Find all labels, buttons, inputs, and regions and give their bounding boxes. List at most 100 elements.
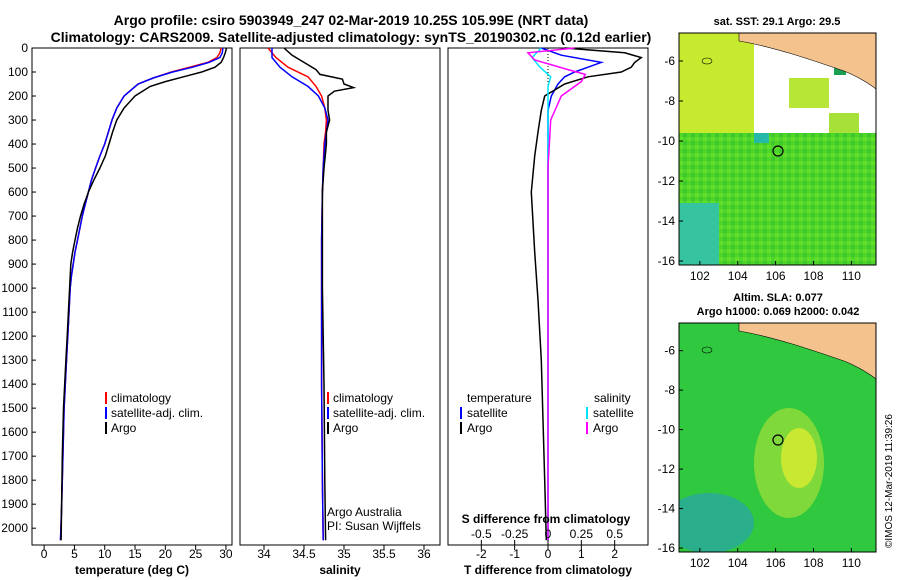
legend-satellite-label: satellite-adj. clim. bbox=[333, 406, 425, 420]
t-difference-xlabel: T difference from climatology bbox=[464, 563, 632, 577]
title-line-2: Climatology: CARS2009. Satellite-adjuste… bbox=[51, 29, 652, 45]
lon-tick-label: 108 bbox=[803, 269, 823, 283]
depth-tick-label: 1200 bbox=[1, 329, 28, 343]
imos-stamp: ©IMOS 12-Mar-2019 11:39:26 bbox=[884, 414, 895, 548]
temperature-panel: 0 5 10 15 20 25 30 0 100 200 300 400 500 600 700 800 90… bbox=[1, 41, 233, 577]
legend-sal-argo-label: Argo bbox=[593, 421, 619, 435]
depth-tick-label: 0 bbox=[21, 41, 28, 55]
x-tick-label: 35 bbox=[337, 547, 351, 561]
x-tick-label: -1 bbox=[509, 547, 520, 561]
series-line-argo bbox=[283, 47, 357, 541]
lon-tick-label: 102 bbox=[690, 269, 710, 283]
temperature-xlabel: temperature (deg C) bbox=[75, 563, 189, 577]
x-tick-label: -0.5 bbox=[471, 527, 492, 541]
legend-sal-argo-mark bbox=[586, 422, 588, 434]
depth-tick-label: 700 bbox=[8, 209, 28, 223]
depth-tick-label: 1800 bbox=[1, 473, 28, 487]
lat-tick-label: -12 bbox=[658, 174, 676, 188]
sla-map-subtitle: Argo h1000: 0.069 h2000: 0.042 bbox=[697, 306, 860, 318]
legend-climatology-label: climatology bbox=[111, 391, 171, 405]
s-difference-xlabel: S difference from climatology bbox=[462, 512, 631, 526]
x-tick-label: 34 bbox=[257, 547, 271, 561]
x-tick-label: 35.5 bbox=[372, 547, 396, 561]
difference-panel: -2 -1 0 1 2 -0.5 -0.25 0 0.25 0.5 T difference f… bbox=[447, 47, 649, 577]
legend-temp-satellite-label: satellite bbox=[467, 406, 508, 420]
sst-contour bbox=[701, 57, 713, 65]
lon-tick-label: 106 bbox=[766, 269, 786, 283]
salinity-axes-frame bbox=[239, 47, 441, 546]
legend-climatology-label: climatology bbox=[333, 391, 393, 405]
lat-tick-label: -10 bbox=[658, 134, 676, 148]
depth-tick-label: 2000 bbox=[1, 521, 28, 535]
legend-salinity-title: salinity bbox=[594, 391, 631, 405]
x-tick-label: 5 bbox=[71, 547, 78, 561]
series-line-temperature-argo bbox=[530, 47, 643, 541]
sla-map-frame bbox=[678, 322, 877, 553]
lat-tick-label: -8 bbox=[664, 94, 675, 108]
lat-tick-label: -8 bbox=[664, 383, 675, 397]
series-line-climatology bbox=[267, 47, 328, 541]
legend-temperature-title: temperature bbox=[467, 391, 532, 405]
salinity-difference-ticks: -0.5 -0.25 0 0.25 0.5 bbox=[471, 527, 623, 545]
lon-tick-label: 110 bbox=[842, 269, 861, 283]
legend-climatology-mark bbox=[327, 392, 329, 404]
x-tick-label: 20 bbox=[159, 547, 173, 561]
x-tick-label: 0 bbox=[545, 527, 552, 541]
sst-patch-ne bbox=[789, 78, 829, 108]
legend-argo-mark bbox=[105, 422, 107, 434]
x-tick-label: 2 bbox=[611, 547, 618, 561]
sla-map: Altim. SLA: 0.077 Argo h1000: 0.069 h200… bbox=[658, 292, 877, 570]
sst-warm-patch-nw bbox=[679, 33, 754, 133]
sla-map-area bbox=[679, 323, 876, 552]
credit-line-1: Argo Australia bbox=[327, 505, 402, 519]
difference-x-ticks: -2 -1 0 1 2 bbox=[476, 545, 618, 561]
sst-map-title: sat. SST: 29.1 Argo: 29.5 bbox=[714, 16, 841, 28]
credit-line-2: PI: Susan Wijffels bbox=[327, 519, 421, 533]
depth-tick-label: 1700 bbox=[1, 449, 28, 463]
sst-map: sat. SST: 29.1 Argo: 29.5 102 104 106 108 bbox=[658, 16, 877, 283]
sst-profile-marker bbox=[772, 145, 784, 157]
lat-tick-label: -6 bbox=[664, 54, 675, 68]
legend-satellite-mark bbox=[105, 407, 107, 419]
series-line-argo bbox=[60, 47, 228, 541]
sla-lon-ticks: 102 104 106 108 110 bbox=[690, 548, 861, 570]
lat-tick-label: -14 bbox=[658, 502, 676, 516]
depth-tick-label: 1100 bbox=[2, 305, 28, 319]
sla-lat-ticks: -6 -8 -10 -12 -14 -16 bbox=[658, 344, 683, 555]
legend-temp-satellite-mark bbox=[460, 407, 462, 419]
lon-tick-label: 104 bbox=[728, 269, 748, 283]
x-tick-label: 30 bbox=[219, 547, 233, 561]
lat-tick-label: -16 bbox=[658, 541, 676, 555]
depth-tick-label: 100 bbox=[8, 65, 28, 79]
salinity-legend: climatology satellite-adj. clim. Argo bbox=[327, 391, 425, 435]
lat-tick-label: -10 bbox=[658, 423, 676, 437]
lon-tick-label: 104 bbox=[728, 556, 748, 570]
depth-tick-label: 1500 bbox=[1, 401, 28, 415]
sst-patch-cyan bbox=[754, 133, 769, 143]
depth-tick-label: 1300 bbox=[1, 353, 28, 367]
lon-tick-label: 106 bbox=[766, 556, 786, 570]
x-tick-label: 0 bbox=[41, 547, 48, 561]
lat-tick-label: -12 bbox=[658, 462, 676, 476]
legend-temp-argo-label: Argo bbox=[467, 421, 493, 435]
legend-argo-label: Argo bbox=[333, 421, 359, 435]
x-tick-label: 36 bbox=[417, 547, 431, 561]
x-tick-label: 10 bbox=[98, 547, 112, 561]
lon-tick-label: 102 bbox=[690, 556, 710, 570]
depth-tick-label: 500 bbox=[8, 161, 28, 175]
title-line-1: Argo profile: csiro 5903949_247 02-Mar-2… bbox=[114, 12, 589, 28]
sst-java-coast bbox=[738, 33, 876, 90]
depth-tick-label: 1600 bbox=[1, 425, 28, 439]
legend-argo-mark bbox=[327, 422, 329, 434]
series-line-satellite-adj-clim- bbox=[59, 47, 224, 541]
depth-tick-label: 1900 bbox=[1, 497, 28, 511]
legend-sal-satellite-label: satellite bbox=[593, 406, 634, 420]
depth-tick-label: 800 bbox=[8, 233, 28, 247]
sla-map-title: Altim. SLA: 0.077 bbox=[733, 292, 823, 304]
x-tick-label: 0 bbox=[545, 547, 552, 561]
lon-tick-label: 110 bbox=[842, 556, 861, 570]
sla-contour bbox=[701, 346, 713, 354]
depth-tick-label: 1400 bbox=[1, 377, 28, 391]
sla-low-anomaly bbox=[679, 493, 754, 552]
lat-tick-label: -16 bbox=[658, 254, 676, 268]
